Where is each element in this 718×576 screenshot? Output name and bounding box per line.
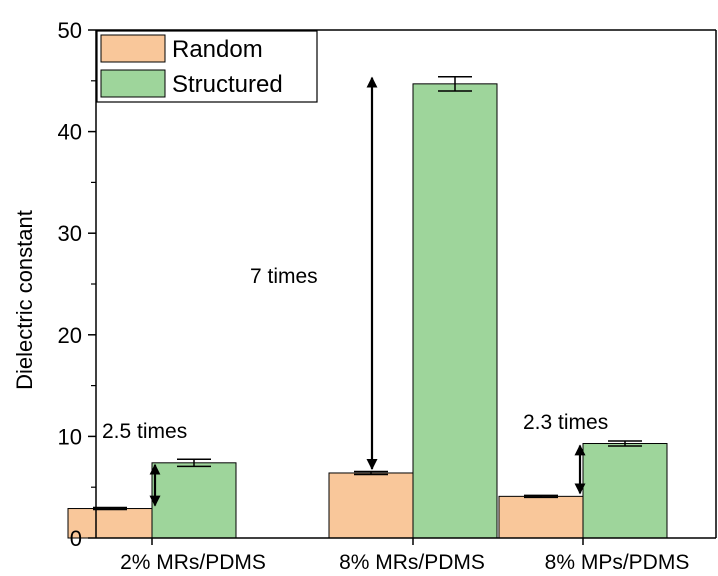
legend-label-structured: Structured <box>172 71 283 98</box>
bar-random-2 <box>498 495 584 539</box>
bar-structured-0 <box>151 462 237 539</box>
y-tick-label-30: 30 <box>58 221 82 246</box>
y-tick-label-20: 20 <box>58 323 82 348</box>
legend-swatch-structured <box>100 69 166 98</box>
annotation-text-2: 2.3 times <box>523 411 608 434</box>
bar-structured-1 <box>412 83 498 539</box>
x-tick-label-0: 2% MRs/PDMS <box>120 551 266 574</box>
x-tick-label-1: 8% MRs/PDMS <box>339 551 485 574</box>
legend-label-random: Random <box>172 36 263 63</box>
y-tick-label-50: 50 <box>58 18 82 43</box>
y-tick-label-0: 0 <box>70 526 82 551</box>
bar-random-0 <box>67 508 153 539</box>
bar-structured-2 <box>582 443 668 539</box>
bar-random-1 <box>328 472 414 539</box>
y-tick-label-40: 40 <box>58 120 82 145</box>
x-tick-label-2: 8% MPs/PDMS <box>545 551 690 574</box>
annotation-text-1: 7 times <box>250 265 318 288</box>
y-tick-label-10: 10 <box>58 424 82 449</box>
y-axis-title: Dielectric constant <box>12 210 37 390</box>
annotation-text-0: 2.5 times <box>102 420 187 443</box>
legend-swatch-random <box>100 34 166 63</box>
